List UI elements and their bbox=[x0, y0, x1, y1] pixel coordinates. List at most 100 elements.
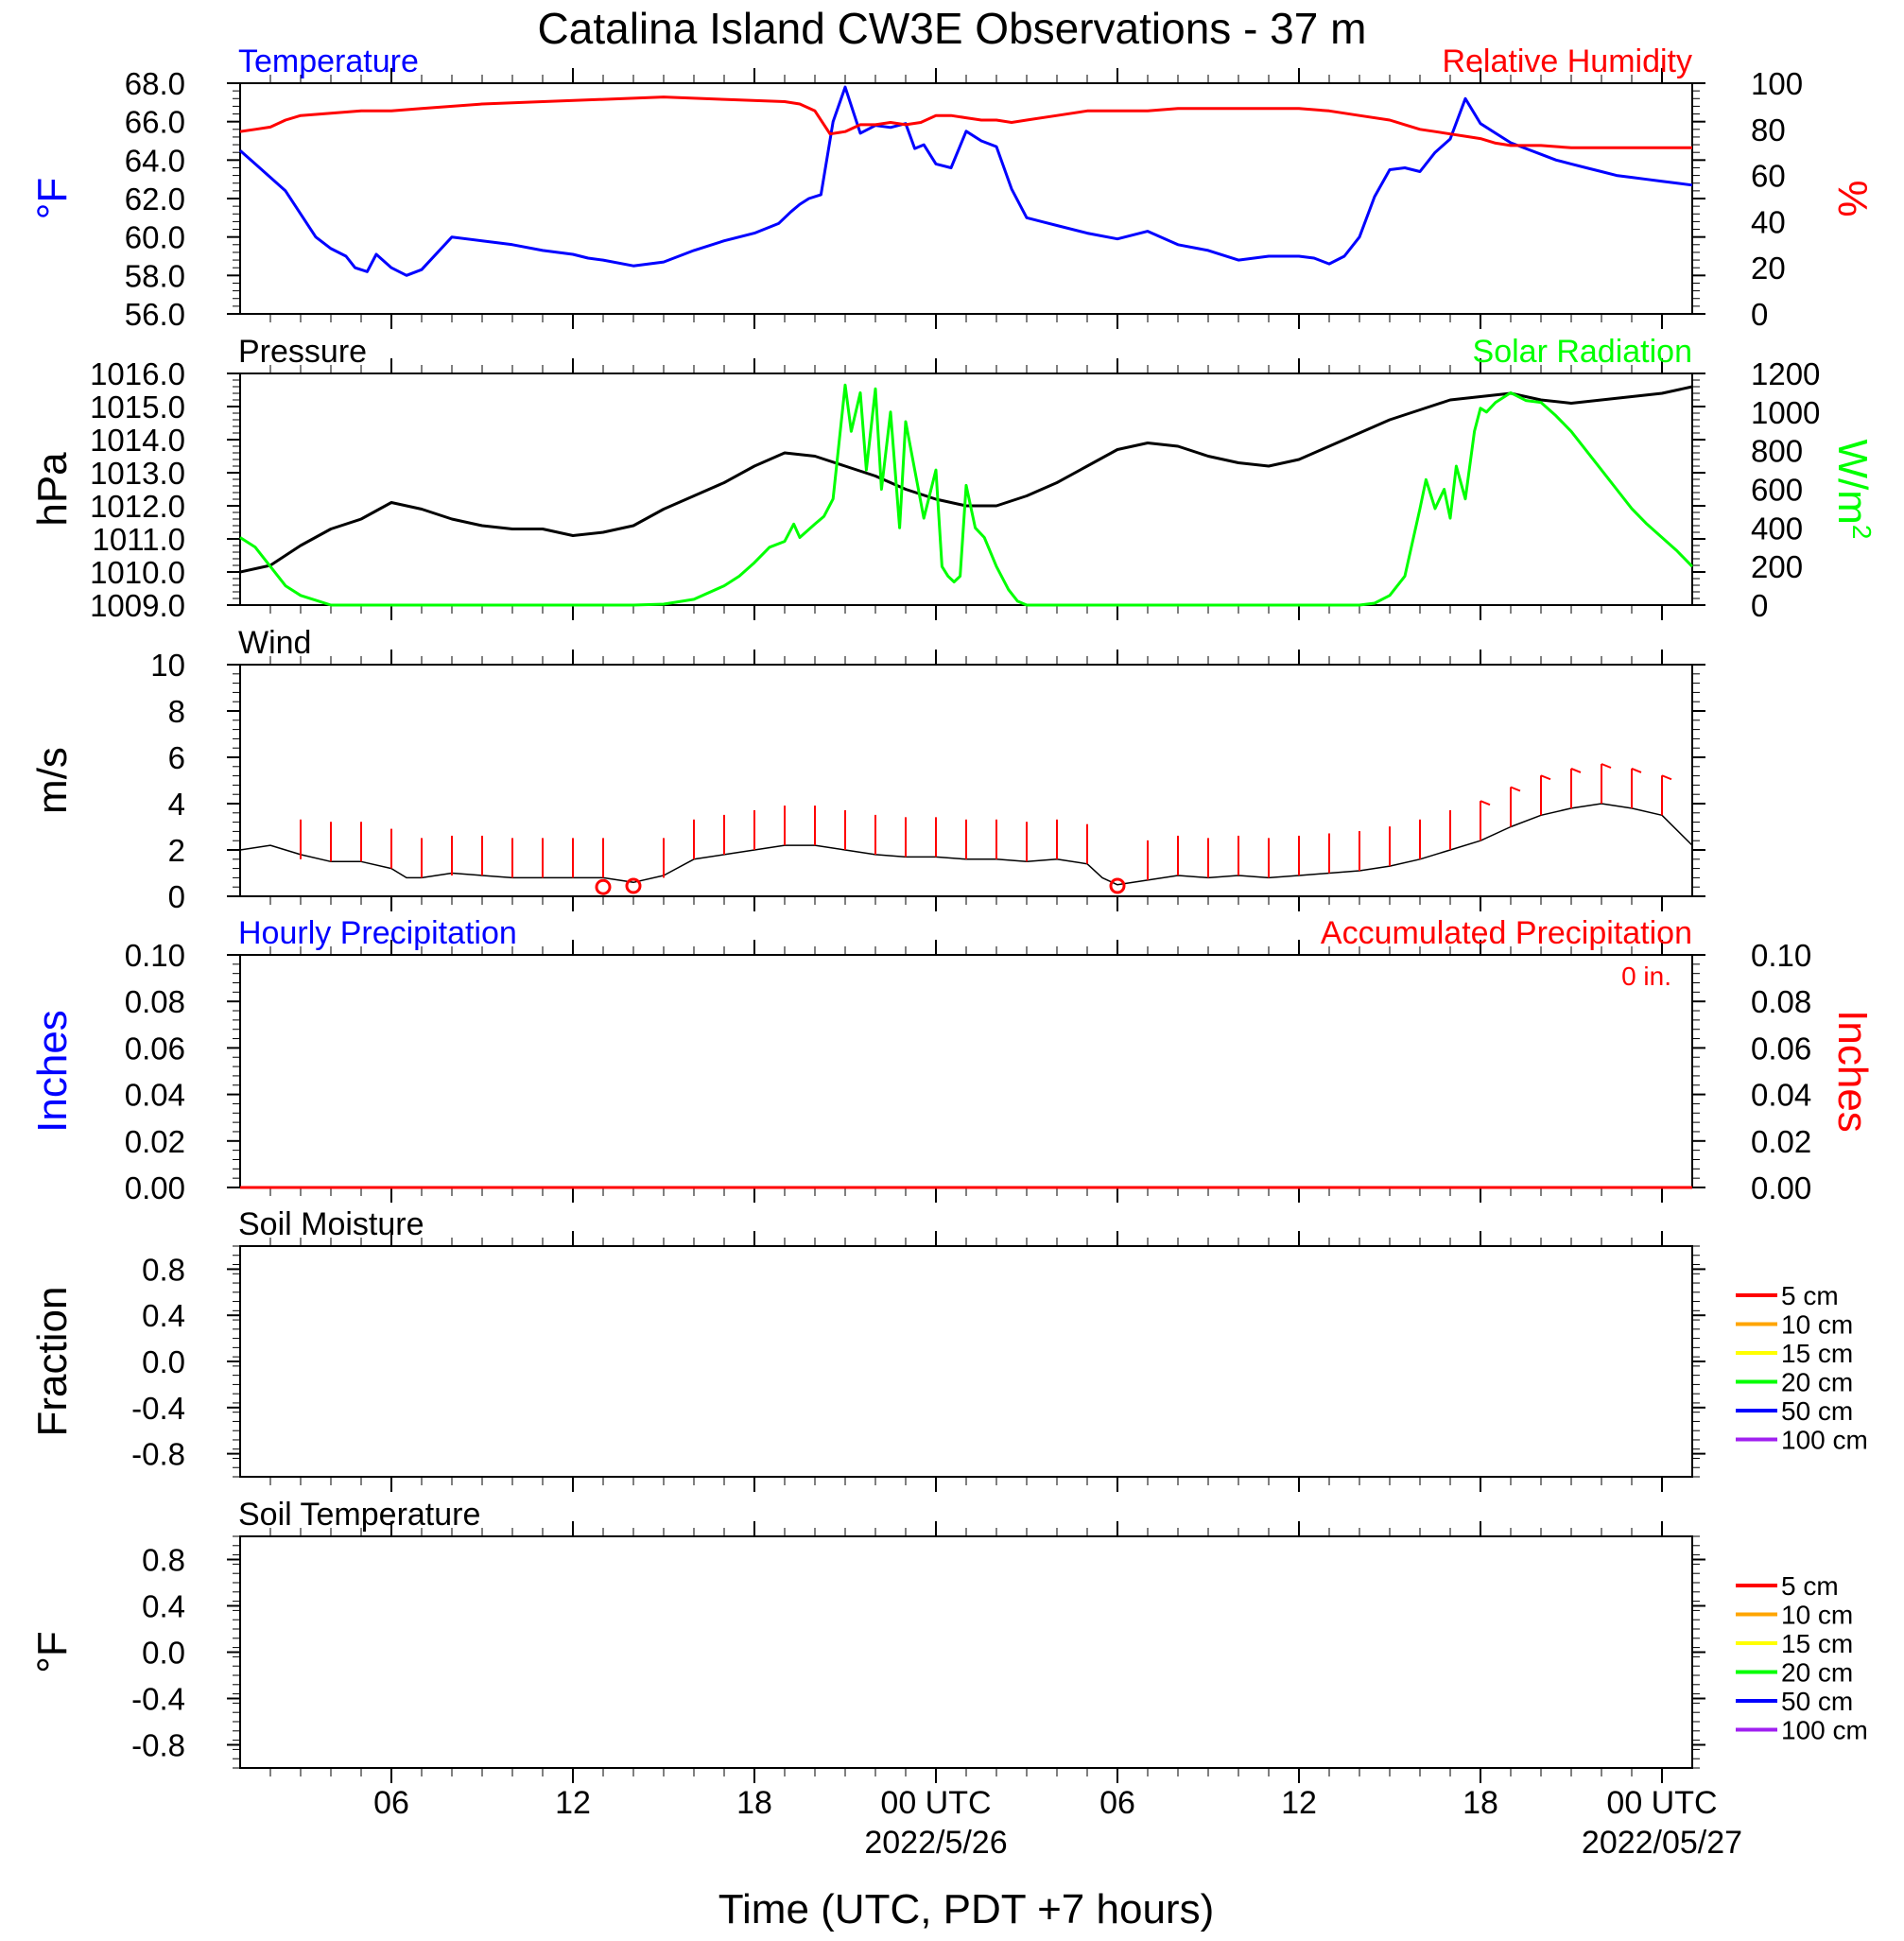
y-tick-label: 0 bbox=[168, 879, 185, 914]
y-tick-label: 1016.0 bbox=[90, 356, 185, 391]
y-tick-label-right: 600 bbox=[1751, 473, 1803, 508]
x-tick-label: 12 bbox=[555, 1785, 591, 1821]
y-axis-title: hPa bbox=[29, 452, 76, 527]
legend-label: 5 cm bbox=[1781, 1281, 1839, 1310]
panel-title-left: Hourly Precipitation bbox=[238, 915, 517, 951]
panel-title-right: Solar Radiation bbox=[1473, 334, 1692, 370]
y-tick-label-right: 0.10 bbox=[1751, 938, 1811, 973]
y-tick-label-right: 20 bbox=[1751, 251, 1786, 286]
panel-temperature-humidity: 56.0 58.060.062.0 64.066.0 68.0 0 20 40 60 80 100… bbox=[29, 43, 1876, 332]
wind-barb-flag bbox=[1631, 767, 1642, 773]
panel-title-left: Soil Temperature bbox=[238, 1497, 480, 1533]
legend-label: 100 cm bbox=[1781, 1716, 1868, 1745]
y-tick-label: 1010.0 bbox=[90, 555, 185, 590]
y-tick-label-right: 0 bbox=[1751, 588, 1768, 623]
legend-label: 50 cm bbox=[1781, 1687, 1853, 1716]
panel-title-left: Temperature bbox=[238, 43, 419, 79]
y-axis-title: Fraction bbox=[29, 1287, 76, 1437]
wind-barb-flag bbox=[1661, 774, 1672, 781]
x-axis-label: Time (UTC, PDT +7 hours) bbox=[718, 1886, 1214, 1932]
panel-wind: 0 2 4 6 8 10 Wind m/s bbox=[29, 625, 1705, 914]
y-tick-label: 1013.0 bbox=[90, 456, 185, 491]
series-solar-radiation bbox=[239, 383, 1694, 607]
y-tick-label: 0.08 bbox=[125, 984, 185, 1019]
y-tick-label: 56.0 bbox=[125, 297, 185, 332]
wind-barb-flag bbox=[1570, 767, 1582, 773]
y-tick-label: 6 bbox=[168, 740, 185, 775]
x-tick-label: 00 UTC bbox=[880, 1785, 991, 1821]
legend-label: 100 cm bbox=[1781, 1426, 1868, 1455]
y-tick-label: 0.00 bbox=[125, 1170, 185, 1205]
y-tick-label: 0.8 bbox=[142, 1543, 185, 1578]
series-temperature bbox=[239, 85, 1693, 277]
panel-title-left: Pressure bbox=[238, 334, 367, 370]
panel-frame bbox=[239, 664, 1693, 897]
legend-label: 20 cm bbox=[1781, 1658, 1853, 1688]
x-tick-label: 06 bbox=[373, 1785, 409, 1821]
panel-title-right: Relative Humidity bbox=[1442, 43, 1692, 79]
panel-frame bbox=[239, 1535, 1693, 1769]
y-axis-title: °F bbox=[29, 1631, 76, 1672]
panel-precipitation: 0.00 0.02 0.04 0.06 0.08 0.10 0.00 0.02 0.04 0.06… bbox=[29, 915, 1876, 1205]
y-tick-label-right: 800 bbox=[1751, 434, 1803, 469]
calm-wind-marker bbox=[625, 877, 642, 894]
y-tick-label: -0.8 bbox=[131, 1437, 185, 1472]
y-tick-label: 0.04 bbox=[125, 1078, 185, 1113]
y-tick-label: 64.0 bbox=[125, 143, 185, 178]
y-axis-title-right: % bbox=[1829, 180, 1876, 217]
wind-barb-flag bbox=[1601, 763, 1612, 769]
wind-barb-flag bbox=[1510, 786, 1521, 792]
calm-wind-marker bbox=[595, 878, 612, 895]
y-tick-label: 0.0 bbox=[142, 1344, 185, 1379]
wind-barb-flag bbox=[1480, 800, 1491, 806]
y-tick-label: 1011.0 bbox=[93, 522, 185, 557]
x-tick-label: 00 UTC bbox=[1606, 1785, 1717, 1821]
y-tick-label-right: 0.02 bbox=[1751, 1124, 1811, 1159]
y-tick-label: 68.0 bbox=[125, 66, 185, 101]
y-axis-title-right: Inches bbox=[1829, 1010, 1876, 1133]
y-axis-title: Inches bbox=[29, 1010, 76, 1133]
y-tick-label: 10 bbox=[150, 648, 185, 683]
x-axis: 06 12 18 00 UTC 2022/5/26 06 12 18 00 UTC 2022/05… bbox=[373, 1785, 1742, 1861]
y-tick-label: -0.4 bbox=[131, 1391, 185, 1426]
chart-title: Catalina Island CW3E Observations - 37 m bbox=[538, 4, 1367, 53]
wind-barb-flag bbox=[1540, 774, 1551, 781]
panel-frame bbox=[239, 1245, 1693, 1478]
y-tick-label-right: 100 bbox=[1751, 66, 1803, 101]
series-pressure bbox=[239, 385, 1693, 574]
panel-soil-moisture: -0.8 -0.4 0.0 0.4 0.8 Soil Moisture Fraction 5 … bbox=[29, 1206, 1868, 1492]
y-tick-label: 60.0 bbox=[125, 220, 185, 255]
series-relative-humidity bbox=[239, 95, 1692, 149]
y-tick-label: 1015.0 bbox=[90, 390, 185, 425]
calm-wind-marker bbox=[1109, 877, 1126, 894]
legend-label: 50 cm bbox=[1781, 1396, 1853, 1426]
y-tick-label-right: 400 bbox=[1751, 511, 1803, 546]
y-tick-label: -0.8 bbox=[131, 1728, 185, 1763]
y-axis-title-right-superscript: 2 bbox=[1848, 525, 1878, 540]
panel-frame bbox=[239, 954, 1693, 1188]
y-tick-label: 4 bbox=[168, 787, 185, 822]
legend-label: 5 cm bbox=[1781, 1571, 1839, 1601]
x-tick-label: 12 bbox=[1281, 1785, 1317, 1821]
y-tick-label-right: 0.00 bbox=[1751, 1170, 1811, 1205]
x-tick-label: 18 bbox=[1463, 1785, 1498, 1821]
y-tick-label: 66.0 bbox=[125, 105, 185, 140]
panel-pressure-solar: 1009.01010.01011.01012.01013.01014.01015… bbox=[29, 334, 1878, 623]
y-axis-title-right: W/m2 bbox=[1829, 440, 1878, 540]
y-tick-label-right: 80 bbox=[1751, 113, 1786, 147]
x-tick-label: 18 bbox=[736, 1785, 772, 1821]
precip-total-label: 0 in. bbox=[1621, 962, 1671, 991]
y-tick-label: 62.0 bbox=[125, 182, 185, 217]
y-tick-label: 0.10 bbox=[125, 938, 185, 973]
y-tick-label-right: 0.06 bbox=[1751, 1031, 1811, 1066]
y-tick-label: 0.02 bbox=[125, 1124, 185, 1159]
y-tick-label: 2 bbox=[168, 833, 185, 868]
legend-label: 15 cm bbox=[1781, 1629, 1853, 1658]
legend-label: 10 cm bbox=[1781, 1310, 1853, 1340]
y-tick-label-right: 0.08 bbox=[1751, 984, 1811, 1019]
y-tick-label: 1012.0 bbox=[90, 489, 185, 524]
y-tick-label: 0.0 bbox=[142, 1636, 185, 1671]
